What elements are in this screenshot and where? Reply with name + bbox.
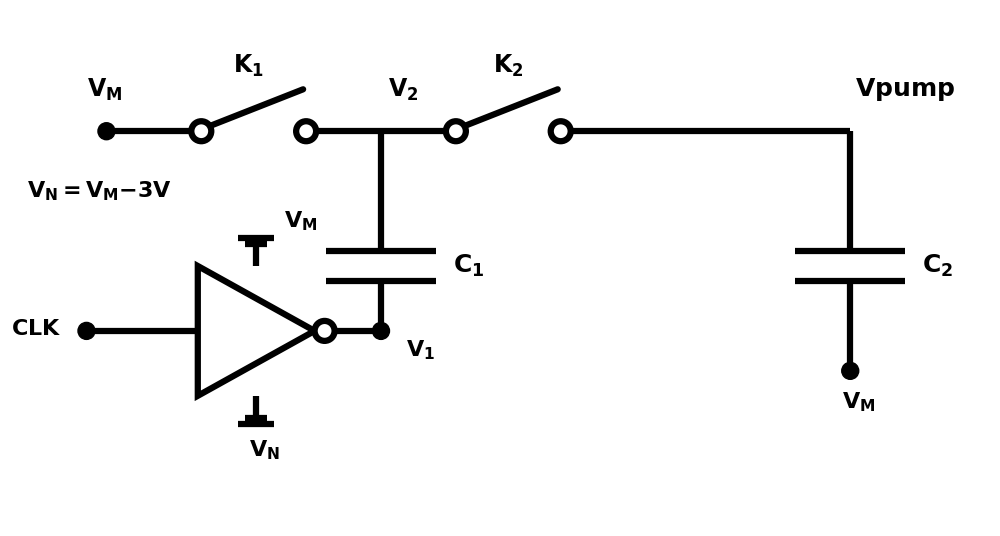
Circle shape [551, 121, 571, 141]
Text: $\mathbf{V_M}$: $\mathbf{V_M}$ [842, 391, 875, 414]
Text: $\mathbf{V_2}$: $\mathbf{V_2}$ [388, 77, 418, 103]
Text: $\mathbf{Vpump}$: $\mathbf{Vpump}$ [855, 76, 955, 103]
Circle shape [296, 121, 316, 141]
Circle shape [446, 121, 466, 141]
Text: $\mathbf{C_1}$: $\mathbf{C_1}$ [453, 253, 484, 279]
Text: $\mathbf{V_M}$: $\mathbf{V_M}$ [284, 210, 318, 233]
Circle shape [315, 321, 335, 341]
Text: $\mathbf{CLK}$: $\mathbf{CLK}$ [11, 319, 62, 339]
Text: $\mathbf{K_1}$: $\mathbf{K_1}$ [233, 53, 264, 79]
Circle shape [78, 323, 95, 339]
Circle shape [842, 362, 859, 379]
Text: $\mathbf{V_N}$: $\mathbf{V_N}$ [249, 439, 280, 463]
Circle shape [98, 123, 115, 140]
Text: $\mathbf{C_2}$: $\mathbf{C_2}$ [922, 253, 953, 279]
Text: $\mathbf{V_N{=}V_M{-}3V}$: $\mathbf{V_N{=}V_M{-}3V}$ [27, 180, 171, 203]
Text: $\mathbf{K_2}$: $\mathbf{K_2}$ [493, 53, 524, 79]
Circle shape [191, 121, 211, 141]
Text: $\mathbf{V_M}$: $\mathbf{V_M}$ [87, 77, 122, 103]
Text: $\mathbf{V_1}$: $\mathbf{V_1}$ [406, 339, 435, 362]
Circle shape [373, 323, 389, 339]
